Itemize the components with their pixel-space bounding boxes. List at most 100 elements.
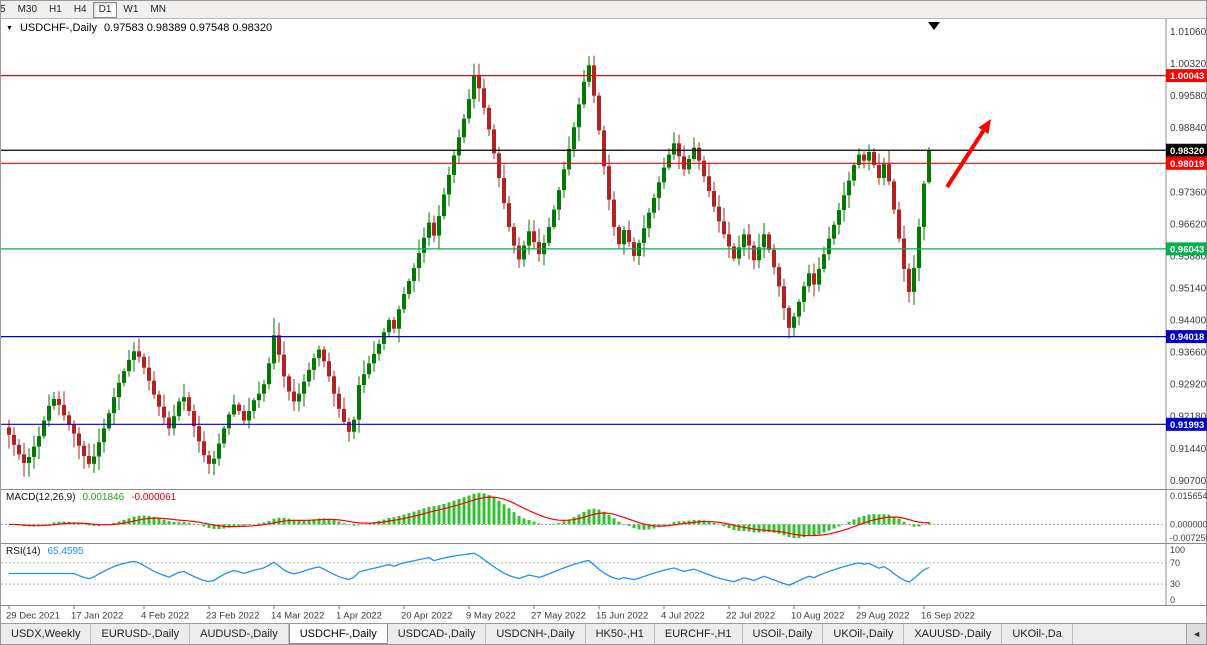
candle-body: [87, 456, 91, 464]
candle-body: [927, 150, 931, 183]
candle-body: [327, 361, 331, 377]
candle-body: [832, 224, 836, 239]
candle-body: [712, 190, 716, 207]
timeframe-button-m30[interactable]: M30: [12, 2, 43, 18]
candle-body: [517, 245, 521, 260]
timeframe-button-w1[interactable]: W1: [117, 2, 144, 18]
chart-tab-usdchf-daily[interactable]: USDCHF-,Daily: [288, 624, 388, 644]
chart-tab-ukoil-da[interactable]: UKOil-,Da: [1002, 624, 1073, 644]
candle-body: [12, 434, 16, 445]
candle-body: [862, 154, 866, 161]
timeframe-button-d1[interactable]: D1: [92, 1, 118, 18]
candle-body: [532, 231, 536, 243]
candle-body: [227, 414, 231, 429]
chart-tab-usdcad-daily[interactable]: USDCAD-,Daily: [388, 624, 487, 644]
candle-body: [167, 417, 171, 429]
timeframe-button-5[interactable]: 5: [1, 2, 12, 18]
candle-body: [817, 268, 821, 285]
chart-tab-usdx-weekly[interactable]: USDX,Weekly: [1, 624, 92, 644]
chart-tab-xauusd-daily[interactable]: XAUUSD-,Daily: [904, 624, 1003, 644]
candle-body: [527, 231, 531, 246]
candle-body: [42, 420, 46, 437]
candle-body: [267, 363, 271, 385]
time-axis-label: 10 Aug 2022: [791, 611, 844, 622]
candle-body: [872, 151, 876, 165]
chart-shift-marker-icon[interactable]: [928, 22, 940, 30]
trend-arrow-line[interactable]: [945, 129, 986, 189]
candle-body: [282, 354, 286, 377]
price-axis-label: 0.93660: [1170, 348, 1207, 359]
chart-tab-usoil-daily[interactable]: USOil-,Daily: [743, 624, 824, 644]
chart-tab-eurchf-h1[interactable]: EURCHF-,H1: [655, 624, 743, 644]
candle-body: [382, 332, 386, 344]
candle-body: [97, 442, 101, 457]
price-axis-label: 0.90700: [1170, 476, 1207, 487]
rsi-axis-label: 30: [1170, 579, 1180, 589]
candle-body: [312, 358, 316, 370]
candle-body: [707, 176, 711, 191]
candle-body: [437, 216, 441, 236]
trend-arrow-head[interactable]: [978, 119, 991, 135]
candle-body: [607, 166, 611, 200]
candle-body: [592, 65, 596, 96]
chart-tab-eurusd-daily[interactable]: EURUSD-,Daily: [91, 624, 191, 644]
candle-body: [652, 197, 656, 213]
chart-tab-hk50-h1[interactable]: HK50-,H1: [586, 624, 655, 644]
candle-body: [647, 212, 651, 229]
time-axis-label: 15 Jun 2022: [596, 611, 648, 622]
candle-body: [27, 456, 31, 464]
candle-body: [182, 397, 186, 402]
candle-body: [92, 456, 96, 464]
candle-body: [392, 320, 396, 329]
time-axis-canvas[interactable]: 29 Dec 2021 17 Jan 2022 4 Feb 2022 23 Feb 2…: [1, 606, 1207, 623]
candle-body: [752, 245, 756, 261]
candle-body: [302, 381, 306, 394]
candle-body: [782, 286, 786, 308]
main-chart-panel: 1.01060 1.00320 0.99580 0.98840 0.97360 0.966…: [1, 19, 1207, 489]
candle-body: [722, 221, 726, 235]
candle-body: [342, 408, 346, 422]
time-axis-label: 29 Aug 2022: [856, 611, 909, 622]
chart-tab-ukoil-daily[interactable]: UKOil-,Daily: [823, 624, 905, 644]
timeframe-button-mn[interactable]: MN: [144, 2, 172, 18]
price-chart-canvas[interactable]: 1.01060 1.00320 0.99580 0.98840 0.97360 0.966…: [1, 19, 1207, 489]
candle-body: [77, 433, 81, 446]
candle-body: [902, 238, 906, 269]
candle-body: [857, 154, 861, 165]
candle-body: [307, 369, 311, 382]
time-axis[interactable]: 29 Dec 2021 17 Jan 2022 4 Feb 2022 23 Feb 2…: [1, 605, 1206, 623]
time-axis-label: 23 Feb 2022: [206, 611, 259, 622]
candle-body: [237, 404, 241, 412]
candle-body: [717, 206, 721, 222]
candle-body: [57, 398, 61, 405]
time-axis-label: 16 Sep 2022: [921, 611, 975, 622]
candle-body: [417, 252, 421, 269]
time-axis-label: 29 Dec 2021: [6, 611, 60, 622]
candle-body: [667, 154, 671, 168]
candle-body: [657, 182, 661, 198]
chart-tabs-bar: USDX,Weekly EURUSD-,Daily AUDUSD-,Daily USD…: [1, 623, 1206, 644]
candle-body: [597, 95, 601, 131]
candle-body: [207, 455, 211, 464]
timeframe-button-h4[interactable]: H4: [68, 2, 93, 18]
rsi-canvas[interactable]: 100 70 30 0: [1, 544, 1207, 605]
candle-body: [222, 428, 226, 444]
candle-body: [112, 397, 116, 414]
candle-body: [892, 181, 896, 210]
price-badge-label: 0.98320: [1170, 146, 1204, 157]
candle-body: [72, 424, 76, 434]
candle-body: [177, 401, 181, 417]
candle-body: [317, 349, 321, 359]
candle-body: [452, 155, 456, 175]
candle-body: [472, 75, 476, 100]
candle-body: [372, 353, 376, 364]
price-badge-label: 0.94018: [1170, 332, 1204, 343]
rsi-line: [9, 552, 930, 586]
chart-tab-usdcnh-daily[interactable]: USDCNH-,Daily: [486, 624, 586, 644]
time-axis-label: 14 Mar 2022: [271, 611, 324, 622]
timeframe-button-h1[interactable]: H1: [43, 2, 68, 18]
chart-tab-audusd-daily[interactable]: AUDUSD-,Daily: [190, 624, 289, 644]
tab-scroll-left-button[interactable]: ◄: [1186, 624, 1206, 644]
macd-canvas[interactable]: 0.015654 0.000000 -0.007250: [1, 490, 1207, 543]
candle-body: [397, 309, 401, 329]
